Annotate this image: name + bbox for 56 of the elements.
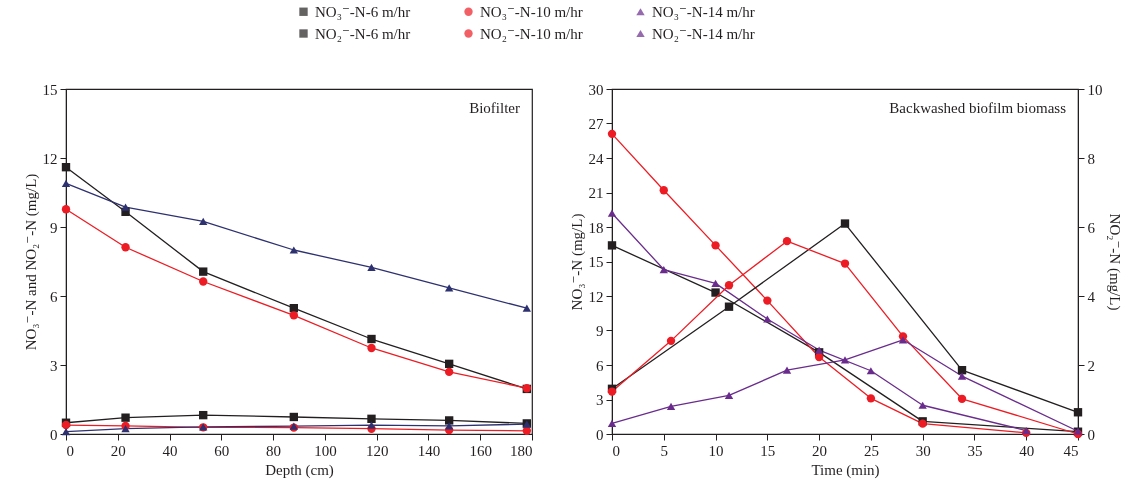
x-tick-label: 40 bbox=[162, 442, 178, 459]
x-tick-label: 5 bbox=[660, 442, 669, 459]
x-tick-label: 100 bbox=[314, 442, 337, 459]
x-tick-label: 40 bbox=[1019, 442, 1035, 459]
x-tick-label: 30 bbox=[915, 442, 931, 459]
y-tick-label: 12 bbox=[42, 150, 58, 167]
legend-label: NO₃⁻-N-10 m/hr bbox=[480, 3, 583, 20]
y-tick-label: 27 bbox=[588, 116, 604, 132]
y-tick-label: 6 bbox=[50, 288, 58, 305]
legend-label: NO₂⁻-N-10 m/hr bbox=[480, 25, 583, 42]
y-tick-label: 15 bbox=[588, 254, 604, 270]
legend-label: NO₂⁻-N-6 m/hr bbox=[315, 25, 411, 42]
x-tick-label: 180 bbox=[510, 442, 533, 459]
legend-label: NO₃⁻-N-6 m/hr bbox=[315, 3, 411, 20]
y-tick-label: 9 bbox=[596, 323, 604, 339]
y-tick-label: 0 bbox=[50, 426, 58, 443]
y-tick-label: 24 bbox=[588, 150, 604, 167]
legend-label: NO₂⁻-N-14 m/hr bbox=[652, 25, 755, 42]
x-axis-title: Time (min) bbox=[811, 461, 880, 479]
y2-axis-title: NO₂⁻-N (mg/L) bbox=[1105, 213, 1123, 311]
x-tick-label: 120 bbox=[365, 442, 389, 459]
y-tick-label: 3 bbox=[596, 392, 604, 408]
y-axis-title: NO₃⁻-N (mg/L) bbox=[568, 213, 586, 311]
annotation: Biofilter bbox=[469, 100, 520, 116]
annotation: Backwashed biofilm biomass bbox=[889, 100, 1067, 116]
x-tick-label: 10 bbox=[708, 442, 724, 459]
y-tick-label: 0 bbox=[596, 426, 604, 443]
y-tick-label: 15 bbox=[42, 81, 58, 98]
y2-tick-label: 8 bbox=[1087, 150, 1095, 167]
x-tick-label: 160 bbox=[469, 442, 492, 459]
x-tick-label: 45 bbox=[1063, 442, 1079, 459]
x-axis-title: Depth (cm) bbox=[265, 461, 334, 479]
y2-tick-label: 0 bbox=[1087, 426, 1095, 443]
y-tick-label: 9 bbox=[50, 219, 58, 236]
x-tick-label: 140 bbox=[417, 442, 441, 459]
y-axis-title: NO₃⁻-N and NO₂⁻-N (mg/L) bbox=[22, 173, 40, 351]
x-tick-label: 15 bbox=[760, 442, 776, 459]
x-tick-label: 20 bbox=[812, 442, 828, 459]
y2-tick-label: 10 bbox=[1087, 81, 1103, 98]
x-tick-label: 25 bbox=[863, 442, 879, 459]
y-tick-label: 12 bbox=[588, 288, 604, 305]
x-tick-label: 0 bbox=[66, 442, 74, 459]
x-tick-label: 35 bbox=[967, 442, 983, 459]
y2-tick-label: 6 bbox=[1087, 219, 1096, 236]
x-tick-label: 20 bbox=[110, 442, 126, 459]
x-tick-label: 0 bbox=[612, 442, 620, 459]
y-tick-label: 18 bbox=[588, 219, 604, 236]
legend-label: NO₃⁻-N-14 m/hr bbox=[652, 3, 755, 20]
x-tick-label: 60 bbox=[214, 442, 230, 459]
y-tick-label: 21 bbox=[588, 185, 604, 201]
y2-tick-label: 4 bbox=[1087, 288, 1096, 305]
y-tick-label: 6 bbox=[596, 357, 604, 374]
x-tick-label: 80 bbox=[266, 442, 282, 459]
y2-tick-label: 2 bbox=[1087, 357, 1095, 374]
y-tick-label: 30 bbox=[588, 81, 604, 98]
y-tick-label: 3 bbox=[50, 357, 58, 374]
